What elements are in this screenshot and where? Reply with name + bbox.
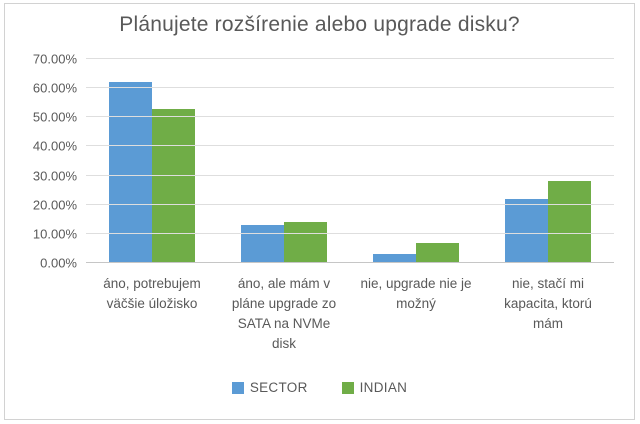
y-tick-label: 20.00% [32,197,77,213]
y-axis: 0.00% 10.00% 20.00% 30.00% 40.00% 50.00% 60.00… [5,53,77,270]
bar-group [482,59,614,263]
y-tick-label: 30.00% [32,168,77,184]
x-axis-line [86,262,614,263]
bar-sector [505,198,548,263]
bars-container [86,59,614,263]
bar-group [218,59,350,263]
chart-frame: Plánujete rozšírenie alebo upgrade disku… [4,3,635,420]
gridline [86,145,614,147]
y-tick-label: 10.00% [32,226,77,242]
chart-title: Plánujete rozšírenie alebo upgrade disku… [119,13,520,36]
legend-label: SECTOR [249,380,308,395]
x-axis: áno, potrebujem väčšie úložisko áno, ale … [86,274,614,354]
bar-sector [241,225,284,263]
bar-sector [109,82,152,263]
x-category-label: nie, stačí mi kapacita, ktorú mám [504,276,592,331]
gridline [86,232,614,234]
legend: SECTOR INDIAN [5,380,634,395]
gridline [86,58,614,59]
bar-sector [373,254,416,263]
x-category-label: nie, upgrade nie je možný [360,276,472,311]
legend-swatch-sector [231,381,244,394]
y-tick-label: 70.00% [32,51,77,67]
bar-indian [548,181,591,263]
bar-indian [284,222,327,263]
y-tick-label: 50.00% [32,109,77,125]
gridline [86,87,614,89]
legend-item: INDIAN [341,380,408,395]
x-category-label: áno, ale mám v pláne upgrade zo SATA na … [231,276,337,351]
gridline [86,116,614,118]
legend-swatch-indian [341,381,354,394]
gridline [86,203,614,205]
gridline [86,174,614,176]
legend-label: INDIAN [359,380,408,395]
y-tick-label: 0.00% [40,255,77,271]
bar-indian [152,108,195,263]
x-category-label: áno, potrebujem väčšie úložisko [103,276,201,311]
y-tick-label: 40.00% [32,138,77,154]
plot-area [86,58,614,263]
legend-item: SECTOR [231,380,308,395]
bar-indian [416,242,459,263]
bar-group [350,59,482,263]
y-tick-label: 60.00% [32,80,77,96]
